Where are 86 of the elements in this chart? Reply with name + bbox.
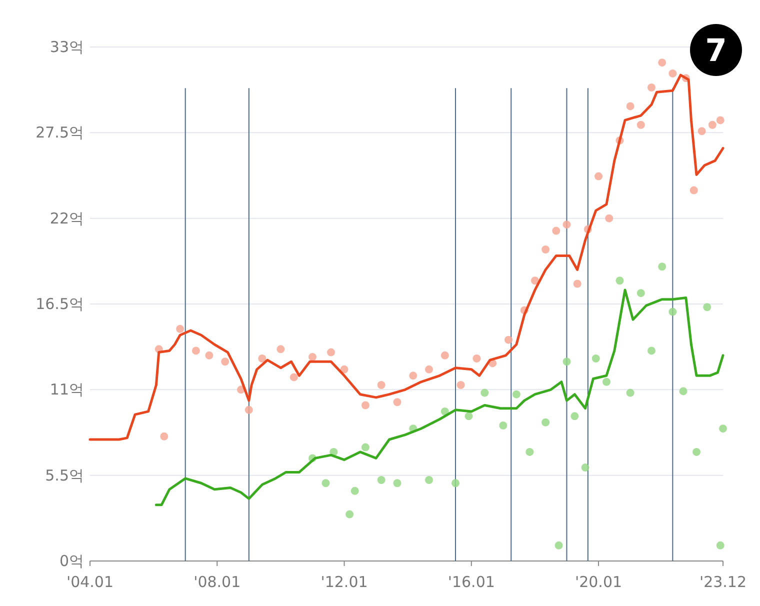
point [647, 346, 656, 355]
y-tick-label: 22억 [50, 209, 84, 228]
point [562, 220, 571, 229]
point [592, 354, 600, 363]
x-tick-label: '20.01 [574, 573, 622, 591]
point [647, 83, 656, 92]
point [708, 120, 716, 129]
point [542, 245, 550, 254]
point [570, 412, 579, 420]
x-tick-label: '08.01 [194, 573, 241, 591]
x-tick-label: '04.01 [66, 573, 114, 591]
point [472, 354, 481, 363]
point [581, 464, 590, 472]
point [658, 58, 666, 67]
x-tick-label: '16.01 [448, 573, 495, 591]
point [456, 380, 465, 389]
point [425, 476, 434, 484]
point [176, 324, 184, 333]
point [425, 365, 434, 374]
y-tick-label: 0억 [59, 552, 84, 570]
point [692, 448, 701, 456]
point [605, 214, 614, 222]
point [361, 443, 370, 452]
y-tick-label: 27.5억 [36, 124, 84, 142]
point [626, 388, 634, 397]
point [542, 418, 550, 426]
point [361, 401, 370, 410]
line-series [154, 288, 724, 506]
point [552, 226, 560, 235]
point [690, 186, 698, 194]
line-series [88, 74, 724, 441]
x-tick-label: '12.01 [320, 573, 368, 591]
y-tick-label: 16.5억 [36, 295, 84, 313]
point [480, 388, 489, 397]
point [464, 412, 473, 420]
point [192, 346, 200, 355]
point [512, 390, 520, 398]
y-tick-label: 5.5억 [45, 466, 84, 484]
point [290, 373, 298, 382]
point [716, 541, 724, 550]
point [276, 345, 285, 354]
point [636, 289, 645, 298]
point [308, 352, 316, 361]
point [322, 479, 330, 488]
y-tick-label: 11억 [50, 380, 84, 399]
point [719, 424, 727, 433]
point [409, 372, 418, 380]
point [530, 276, 539, 285]
point [573, 280, 582, 288]
point [562, 358, 571, 366]
point [668, 308, 677, 316]
point [452, 479, 460, 488]
annotation: 7 [705, 33, 727, 69]
point [244, 406, 253, 414]
point [346, 510, 354, 518]
point [679, 387, 688, 396]
point [340, 365, 348, 374]
point [626, 102, 634, 110]
point [554, 541, 563, 550]
point [393, 479, 402, 488]
point [221, 358, 230, 366]
point [205, 351, 214, 360]
point [616, 276, 624, 285]
point [698, 127, 706, 136]
point [327, 348, 336, 356]
point [703, 303, 712, 312]
point [716, 116, 724, 124]
point [258, 354, 266, 363]
point [636, 120, 645, 129]
point [440, 407, 449, 416]
point [350, 486, 359, 495]
x-tick-label: '23.12 [699, 573, 747, 591]
point [594, 172, 603, 180]
badge: 7 [690, 24, 742, 76]
point [377, 476, 386, 484]
point [504, 336, 512, 344]
point [393, 398, 402, 406]
point [526, 448, 534, 456]
point [160, 432, 168, 440]
point [658, 262, 666, 271]
y-tick-label: 33억 [50, 38, 84, 56]
point [440, 351, 449, 360]
point [668, 69, 677, 78]
point [602, 378, 610, 386]
point [377, 380, 386, 389]
point [499, 421, 508, 430]
